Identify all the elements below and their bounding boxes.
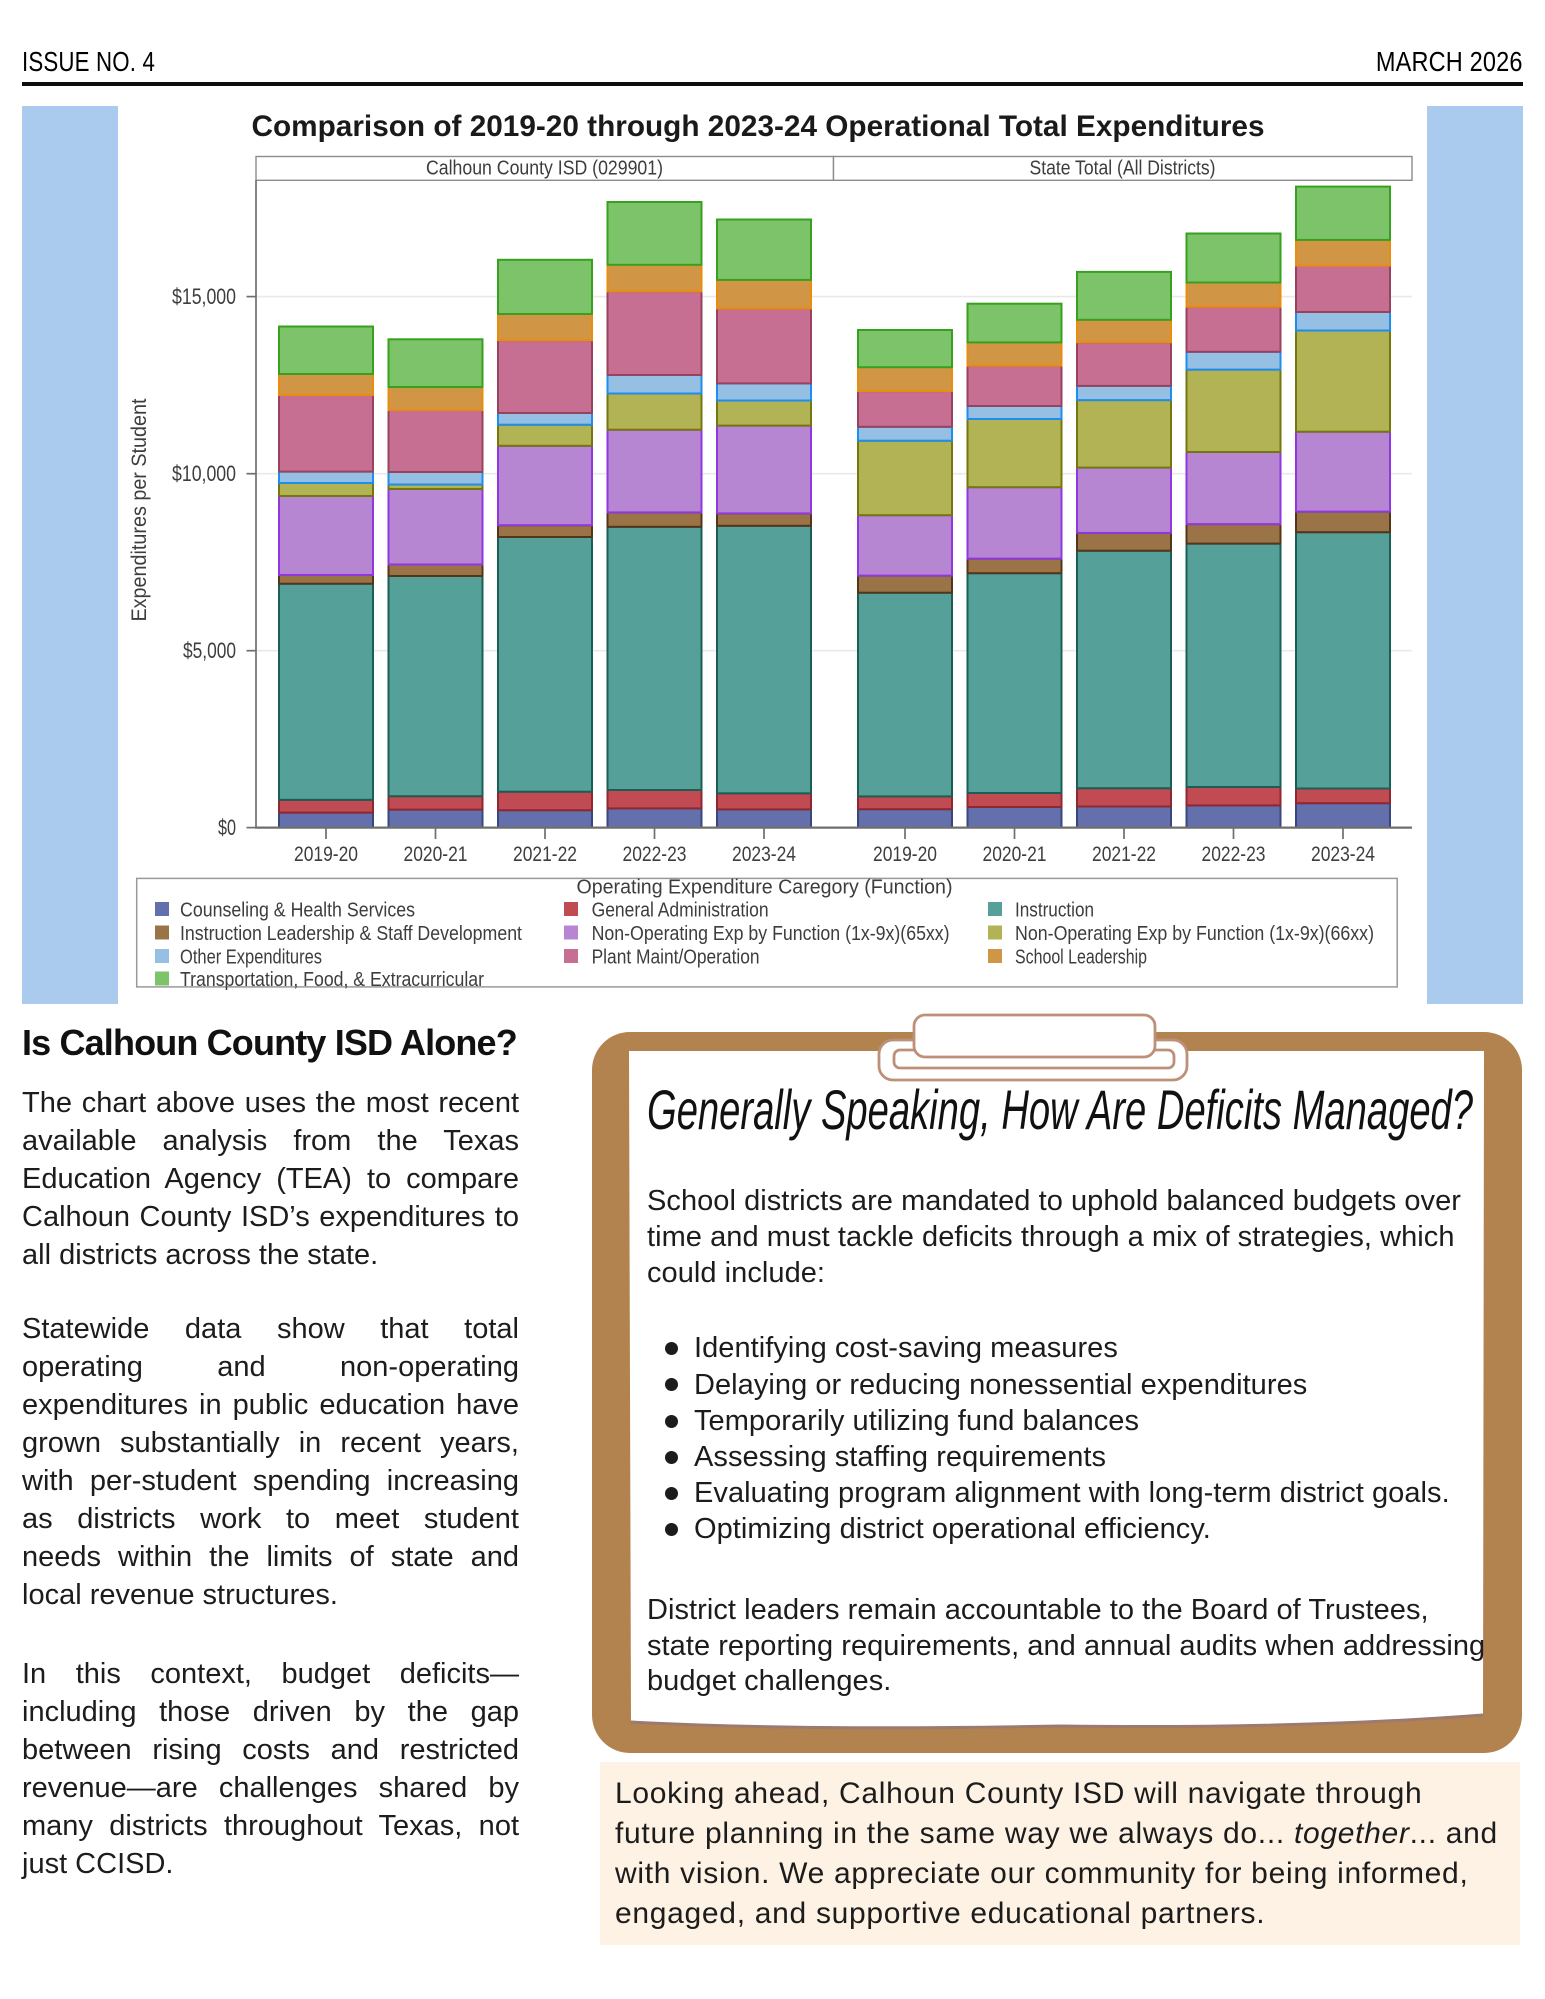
svg-text:2020-21: 2020-21 [404, 843, 468, 866]
svg-text:Instruction Leadership & Staff: Instruction Leadership & Staff Developme… [180, 923, 522, 945]
svg-text:Calhoun County ISD (029901): Calhoun County ISD (029901) [426, 158, 663, 180]
svg-text:Non-Operating Exp by Function: Non-Operating Exp by Function (1x-9x)(65… [592, 923, 950, 945]
svg-text:Expenditures per Student: Expenditures per Student [128, 398, 151, 621]
svg-text:2022-23: 2022-23 [1202, 843, 1266, 866]
svg-text:Transportation, Food, & Extrac: Transportation, Food, & Extracurricular [180, 969, 484, 991]
svg-text:2022-23: 2022-23 [623, 843, 687, 866]
svg-text:Comparison of 2019-20 through: Comparison of 2019-20 through 2023-24 Op… [252, 110, 1265, 143]
svg-text:School Leadership: School Leadership [1015, 947, 1147, 969]
svg-text:State Total (All Districts): State Total (All Districts) [1030, 158, 1216, 180]
svg-text:2023-24: 2023-24 [1311, 843, 1375, 866]
svg-text:General Administration: General Administration [592, 900, 769, 922]
svg-text:Generally Speaking, How Are De: Generally Speaking, How Are Deficits Man… [647, 1078, 1473, 1141]
svg-text:2019-20: 2019-20 [294, 843, 358, 866]
svg-text:$15,000: $15,000 [172, 284, 236, 309]
svg-text:Plant Maint/Operation: Plant Maint/Operation [592, 947, 760, 969]
svg-text:Instruction: Instruction [1015, 900, 1094, 922]
svg-text:2019-20: 2019-20 [873, 843, 937, 866]
svg-text:$10,000: $10,000 [172, 461, 236, 486]
svg-text:$0: $0 [218, 815, 236, 840]
svg-text:2020-21: 2020-21 [983, 843, 1047, 866]
svg-text:Other Expenditures: Other Expenditures [180, 947, 322, 969]
svg-text:Operating Expenditure Caregory: Operating Expenditure Caregory (Function… [577, 877, 953, 899]
svg-text:2021-22: 2021-22 [513, 843, 577, 866]
svg-text:Non-Operating Exp by Function: Non-Operating Exp by Function (1x-9x)(66… [1015, 923, 1374, 945]
svg-text:$5,000: $5,000 [183, 638, 236, 663]
svg-text:Counseling & Health Services: Counseling & Health Services [180, 900, 415, 922]
svg-text:2023-24: 2023-24 [732, 843, 796, 866]
svg-text:2021-22: 2021-22 [1092, 843, 1156, 866]
